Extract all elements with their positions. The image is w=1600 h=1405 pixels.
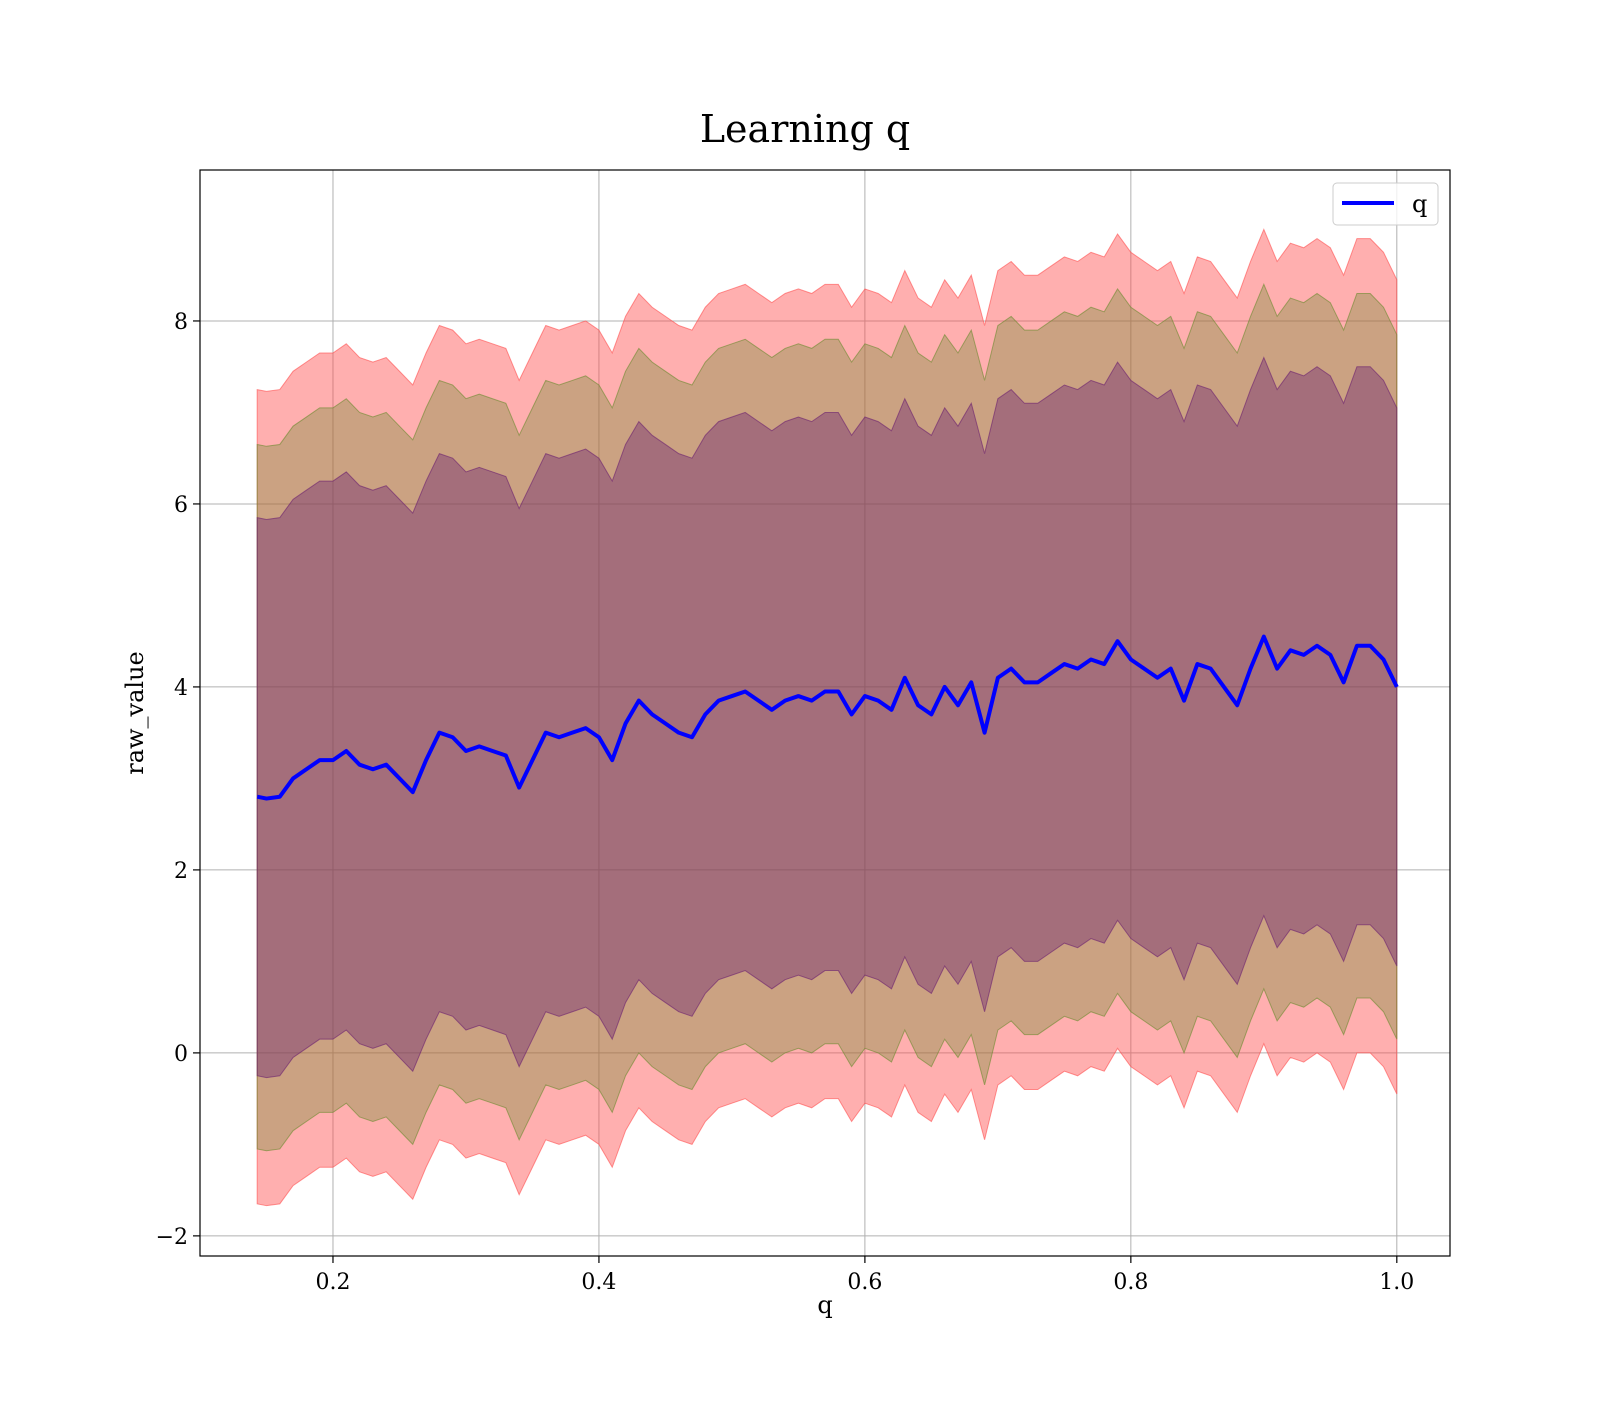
y-tick-label: 0 xyxy=(174,1042,188,1067)
y-tick-label: 2 xyxy=(174,859,188,884)
series-line-q xyxy=(256,634,1399,801)
confidence-band-1 xyxy=(256,228,1398,1207)
confidence-band-3 xyxy=(256,356,1398,1079)
legend: q xyxy=(1332,182,1439,226)
x-axis-label: q xyxy=(817,1291,832,1319)
x-tick-label: 1.0 xyxy=(1379,1270,1414,1295)
confidence-band-2 xyxy=(256,283,1398,1152)
x-tick-label: 0.8 xyxy=(1113,1270,1148,1295)
x-tick-label: 0.4 xyxy=(581,1270,616,1295)
y-tick-label: 4 xyxy=(174,676,188,701)
y-tick-label: 8 xyxy=(174,310,188,335)
tick-layer: 0.2 0.4 0.6 0.8 1.0 −2 0 2 4 6 8 xyxy=(156,310,1415,1295)
legend-label-q: q xyxy=(1412,190,1427,218)
plot-frame xyxy=(199,169,1451,1257)
x-tick-label: 0.2 xyxy=(315,1270,350,1295)
y-axis-label: raw_value xyxy=(121,651,149,775)
chart-title: Learning q xyxy=(700,107,910,151)
y-tick-label: 6 xyxy=(174,493,188,518)
grid-layer xyxy=(200,170,1450,1256)
line-layer xyxy=(256,634,1399,801)
band-layer xyxy=(256,228,1398,1207)
x-tick-label: 0.6 xyxy=(847,1270,882,1295)
y-tick-label: −2 xyxy=(156,1225,188,1250)
